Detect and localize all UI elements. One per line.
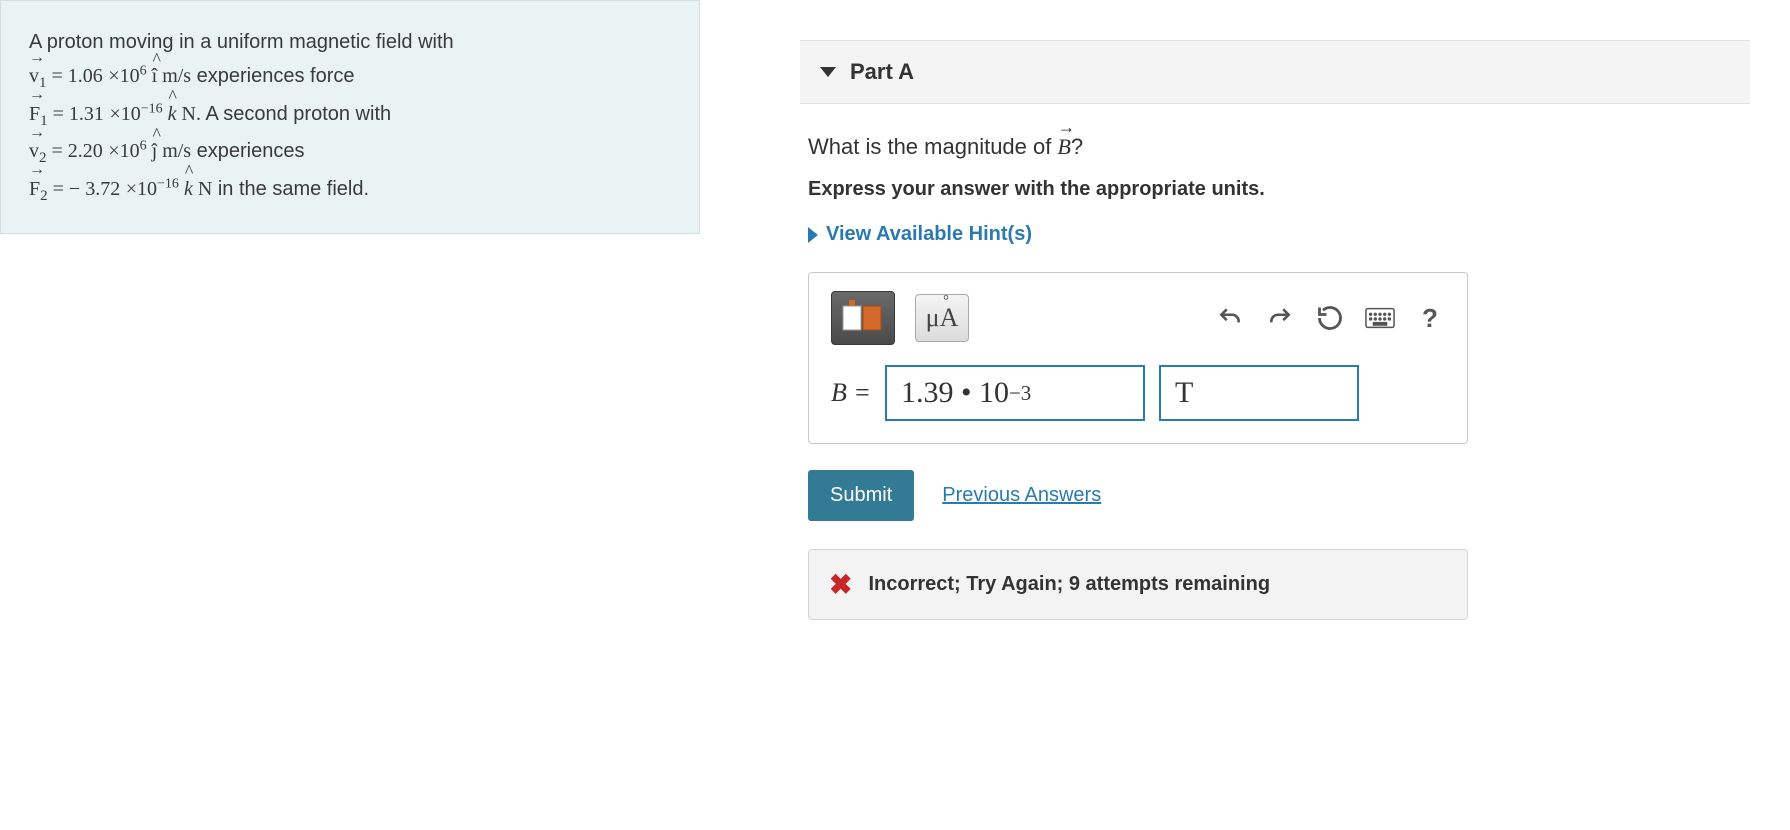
f2-value: 3.72 <box>85 178 120 200</box>
action-row: Submit Previous Answers <box>808 470 1742 521</box>
part-body: What is the magnitude of B? Express your… <box>800 134 1750 620</box>
units-picker-button[interactable]: μA <box>915 294 969 342</box>
question-text: What is the magnitude of B? <box>808 134 1742 160</box>
problem-text: A proton moving in a uniform magnetic fi… <box>29 31 454 53</box>
answer-unit-input[interactable]: T <box>1159 365 1359 421</box>
answer-row: B = 1.39 • 10−3 T <box>831 365 1445 421</box>
answer-toolbar: μA ? <box>831 291 1445 345</box>
v1-value: 1.06 <box>68 65 103 87</box>
reset-icon[interactable] <box>1315 303 1345 333</box>
answer-value-input[interactable]: 1.39 • 10−3 <box>885 365 1145 421</box>
incorrect-icon: ✖ <box>829 568 852 601</box>
chevron-right-icon <box>808 227 818 243</box>
v2-value: 2.20 <box>68 140 103 162</box>
answer-var-label: B = <box>831 378 871 408</box>
f2-unit: N <box>198 178 212 200</box>
instruction-text: Express your answer with the appropriate… <box>808 178 1742 201</box>
view-hints-button[interactable]: View Available Hint(s) <box>808 223 1742 246</box>
submit-button[interactable]: Submit <box>808 470 914 521</box>
right-column: Part A What is the magnitude of B? Expre… <box>700 0 1790 830</box>
left-column: A proton moving in a uniform magnetic fi… <box>0 0 700 830</box>
redo-icon[interactable] <box>1265 303 1295 333</box>
keyboard-icon[interactable] <box>1365 303 1395 333</box>
value-units-template-icon[interactable] <box>840 298 886 338</box>
help-icon[interactable]: ? <box>1415 303 1445 333</box>
f1-value: 1.31 <box>69 103 104 125</box>
f1-unit: N. <box>182 103 201 125</box>
collapse-icon[interactable] <box>820 67 836 77</box>
part-title: Part A <box>850 59 914 85</box>
feedback-text: Incorrect; Try Again; 9 attempts remaini… <box>868 573 1270 596</box>
feedback-banner: ✖ Incorrect; Try Again; 9 attempts remai… <box>808 549 1468 620</box>
template-tool-group[interactable] <box>831 291 895 345</box>
undo-icon[interactable] <box>1215 303 1245 333</box>
answer-panel: μA ? B = 1.39 • 10−3 T <box>808 272 1468 444</box>
problem-statement: A proton moving in a uniform magnetic fi… <box>0 0 700 234</box>
part-header[interactable]: Part A <box>800 40 1750 104</box>
previous-answers-link[interactable]: Previous Answers <box>942 484 1101 507</box>
